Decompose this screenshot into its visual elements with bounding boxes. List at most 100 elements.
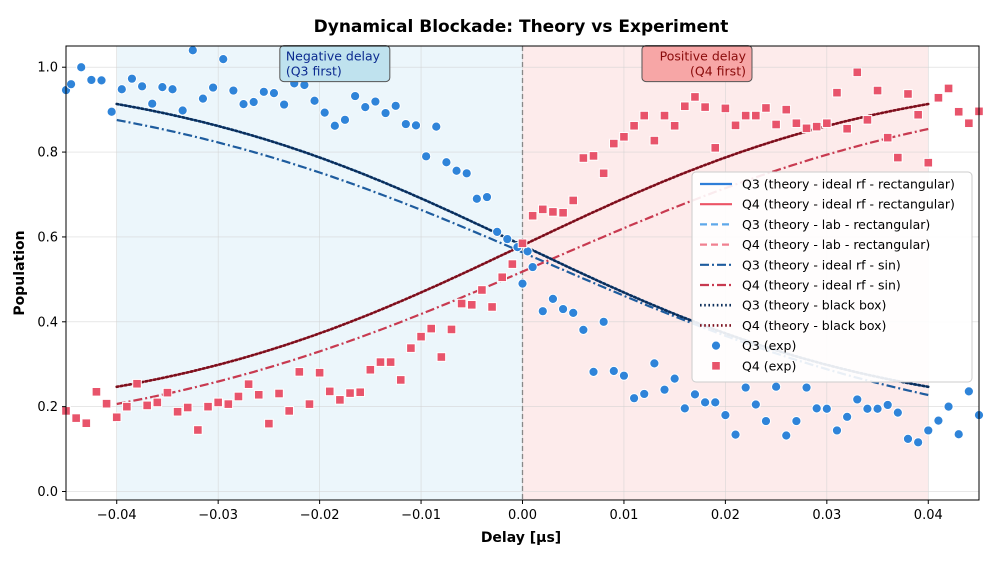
q4-exp-point <box>903 89 913 99</box>
q3-exp-point <box>720 410 731 421</box>
legend-entry: Q3 (exp) <box>710 338 796 353</box>
y-tick-label: 0.0 <box>37 485 58 500</box>
q4-exp-point <box>395 375 406 385</box>
q4-exp-point <box>913 109 923 120</box>
annotation-text: Negative delay <box>286 49 381 64</box>
q3-exp-point <box>197 93 209 104</box>
q3-exp-point <box>329 120 340 131</box>
q3-exp-point <box>502 233 513 245</box>
q3-exp-point <box>953 429 964 440</box>
legend-label: Q4 (theory - ideal rf - rectangular) <box>742 197 955 212</box>
q4-exp-point <box>284 406 294 416</box>
q3-exp-point <box>862 403 873 414</box>
q3-exp-point <box>421 151 432 162</box>
q3-exp-point <box>136 81 148 92</box>
q3-exp-point <box>350 90 361 102</box>
q4-exp-point <box>680 101 690 112</box>
q3-exp-point <box>248 96 259 108</box>
x-tick-label: −0.01 <box>401 508 441 523</box>
q3-exp-point <box>126 73 138 84</box>
x-axis-label: Delay [μs] <box>481 530 561 546</box>
q4-exp-point <box>71 413 81 423</box>
q4-exp-point <box>456 298 467 309</box>
q4-exp-point <box>142 400 152 411</box>
q4-exp-point <box>233 391 244 402</box>
q3-exp-point <box>882 399 893 411</box>
q4-exp-point <box>730 120 741 131</box>
q3-exp-point <box>517 278 528 289</box>
q4-exp-point <box>923 157 934 168</box>
q3-exp-point <box>339 114 351 125</box>
q4-exp-point <box>862 115 873 125</box>
legend-marker <box>710 340 722 351</box>
q4-exp-point <box>619 132 629 142</box>
q3-exp-point <box>618 370 630 381</box>
q4-exp-point <box>223 399 234 409</box>
legend-label: Q3 (theory - lab - rectangular) <box>742 217 930 232</box>
annotation-text: (Q4 first) <box>690 64 746 79</box>
legend-entry: Q3 (theory - ideal rf - sin) <box>700 257 901 272</box>
x-tick-label: 0.03 <box>812 508 841 523</box>
q3-exp-point <box>258 86 269 97</box>
q4-exp-point <box>609 138 619 149</box>
legend: Q3 (theory - ideal rf - rectangular) Q4 (… <box>691 171 973 383</box>
y-tick-label: 0.4 <box>37 315 58 330</box>
q3-exp-point <box>527 261 538 273</box>
q3-exp-point <box>461 168 472 179</box>
q3-exp-point <box>218 54 229 65</box>
q4-exp-point <box>365 364 376 375</box>
q4-exp-point <box>740 110 751 121</box>
q4-exp-point <box>791 118 802 129</box>
q3-exp-point <box>76 62 87 73</box>
q4-exp-point <box>649 135 660 146</box>
q3-exp-point <box>157 82 168 93</box>
q3-exp-point <box>410 120 422 131</box>
legend-label: Q4 (exp) <box>742 358 796 373</box>
q4-exp-point <box>953 106 964 117</box>
q3-exp-point <box>913 437 924 448</box>
q4-exp-point <box>882 132 893 143</box>
x-tick-label: 0.01 <box>609 508 638 523</box>
q3-exp-point <box>400 118 411 130</box>
q3-exp-point <box>537 306 548 317</box>
q3-exp-point <box>431 121 442 132</box>
q3-exp-point <box>578 324 589 335</box>
q3-exp-point <box>689 389 701 400</box>
q4-exp-point <box>274 388 284 399</box>
q4-exp-point <box>375 357 386 367</box>
q4-exp-point <box>446 324 457 335</box>
q3-exp-point <box>923 425 934 436</box>
q3-exp-point <box>598 316 609 327</box>
q4-exp-point <box>832 87 842 98</box>
q4-exp-point <box>213 397 223 408</box>
q4-exp-point <box>243 379 254 389</box>
legend-entry: Q4 (theory - ideal rf - rectangular) <box>700 197 955 212</box>
annotation-text: Positive delay <box>660 49 747 64</box>
q4-exp-point <box>629 120 639 131</box>
x-tick-label: 0.00 <box>508 508 537 523</box>
legend-label: Q4 (theory - ideal rf - sin) <box>742 278 901 293</box>
q3-exp-point <box>963 386 974 397</box>
q3-exp-point <box>492 226 503 237</box>
q3-exp-point <box>659 384 670 395</box>
q3-exp-point <box>628 393 640 404</box>
q4-exp-point <box>426 323 436 334</box>
q3-exp-point <box>679 403 690 414</box>
legend-entry: Q3 (theory - ideal rf - rectangular) <box>700 177 955 192</box>
q4-exp-point <box>558 207 568 218</box>
legend-entry: Q4 (exp) <box>711 358 796 373</box>
q3-exp-point <box>943 401 954 412</box>
q4-exp-point <box>852 67 863 78</box>
q3-exp-point <box>892 407 903 418</box>
q3-exp-point <box>588 366 599 377</box>
y-axis: 0.0 0.2 0.4 0.6 0.8 1.0 <box>37 61 66 500</box>
legend-label: Q4 (theory - lab - rectangular) <box>742 237 930 252</box>
q3-exp-point <box>557 303 569 315</box>
legend-box <box>691 171 973 383</box>
x-tick-label: 0.04 <box>914 508 943 523</box>
q4-exp-point <box>477 285 487 295</box>
q3-exp-point <box>187 45 198 56</box>
x-tick-label: 0.02 <box>711 508 740 523</box>
q3-exp-point <box>771 381 782 392</box>
